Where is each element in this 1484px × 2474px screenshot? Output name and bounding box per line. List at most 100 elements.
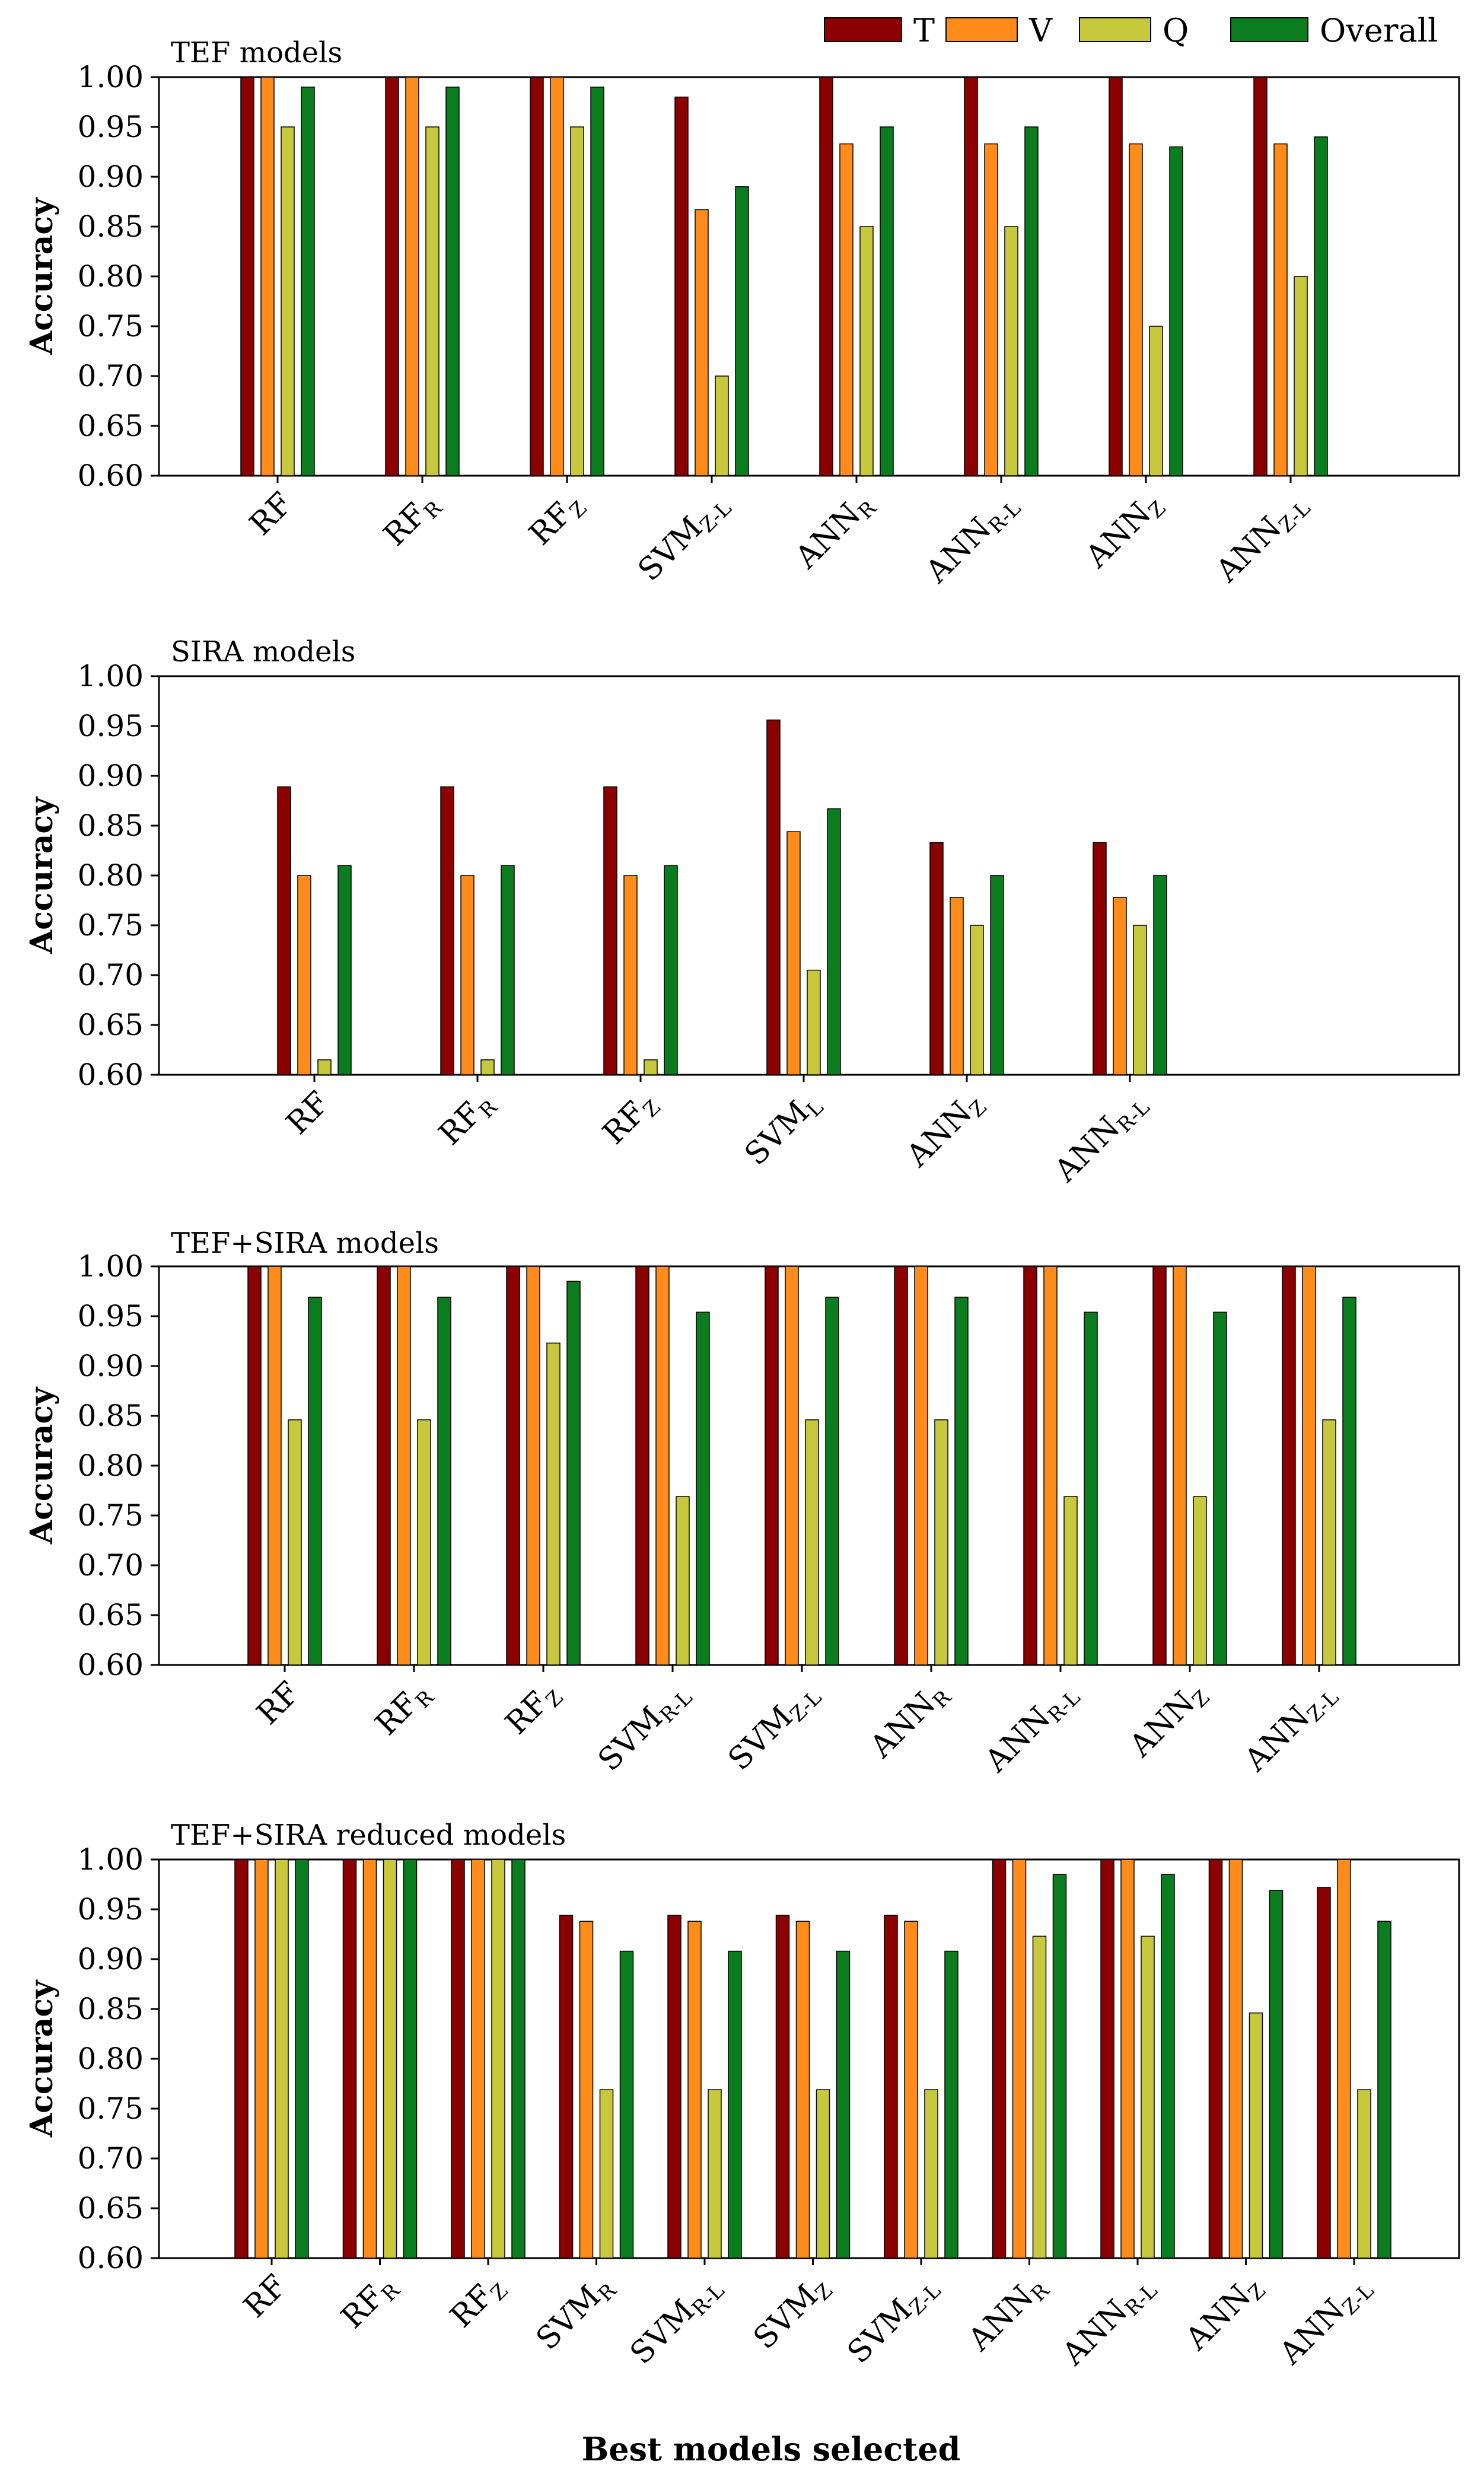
y-tick-label: 0.95 — [78, 1892, 144, 1927]
bar-t-svm-r — [559, 1915, 574, 2259]
bar-t-ann-z-l — [1253, 77, 1268, 476]
bar-group-rf-r — [377, 1266, 451, 1666]
x-tick-label: SVMZ-L — [632, 486, 737, 591]
bar-group-svm-r-l — [667, 1915, 742, 2259]
x-tick-label: ANNR-L — [1047, 1085, 1154, 1192]
bar-t-rf — [240, 77, 254, 476]
panel-title: TEF models — [171, 36, 342, 69]
bar-overall-ann-z-l — [1342, 1297, 1356, 1666]
panel-tef-models: TEF models 0.60 0.65 0.70 0.75 0.80 0.85 0.90 0.… — [24, 36, 1460, 591]
bar-q-rf — [317, 1059, 332, 1075]
x-tick-label: ANNR-L — [978, 1675, 1085, 1782]
bar-v-ann-r-l — [1043, 1266, 1058, 1666]
y-tick-label: 0.75 — [78, 309, 144, 343]
bar-overall-ann-z-l — [1377, 1921, 1391, 2259]
bar-q-ann-r — [934, 1419, 948, 1666]
bar-overall-rf-r — [445, 87, 460, 476]
bar-q-svm-l — [807, 969, 821, 1075]
panel-tef-sira-reduced-models: TEF+SIRA reduced models 0.60 0.65 0.70 0.75 0… — [24, 1819, 1460, 2374]
bar-overall-ann-r-l — [1024, 126, 1039, 476]
bar-v-svm-z-l — [904, 1921, 918, 2259]
bar-v-rf — [254, 1859, 269, 2259]
bar-q-svm-r-l — [676, 1496, 690, 1666]
bar-q-svm-r-l — [708, 2089, 722, 2259]
bar-v-ann-z — [1228, 1859, 1243, 2259]
y-tick-label: 0.60 — [78, 1648, 144, 1682]
y-axis-label: Accuracy — [24, 197, 60, 355]
panel-sira-models: SIRA models 0.60 0.65 0.70 0.75 0.80 0.85 0.90 0… — [24, 635, 1460, 1192]
bar-q-ann-r-l — [1141, 1935, 1155, 2259]
y-tick-label: 0.70 — [78, 958, 144, 992]
bar-t-ann-z — [1109, 77, 1123, 476]
bar-v-rf — [267, 1266, 282, 1666]
y-tick-label: 0.80 — [78, 2042, 144, 2076]
y-tick-label: 0.65 — [78, 1008, 144, 1042]
y-tick-label: 0.80 — [78, 1448, 144, 1483]
x-tick-label: RF — [250, 1675, 307, 1732]
x-tick-label: ANNZ — [1078, 486, 1170, 578]
bar-group-ann-r — [894, 1266, 969, 1666]
x-tick-label: RF — [243, 486, 300, 543]
x-tick-label: SVMZ-L — [841, 2268, 946, 2373]
bar-q-ann-r-l — [1133, 925, 1147, 1075]
bar-q-rf-z — [491, 1859, 505, 2259]
y-tick-label: 0.95 — [78, 110, 144, 144]
bar-group-svm-r-l — [635, 1266, 710, 1666]
bar-overall-rf — [301, 87, 315, 476]
bar-overall-ann-z — [1169, 146, 1183, 476]
bar-q-ann-r-l — [1063, 1496, 1078, 1666]
y-tick-label: 0.85 — [78, 209, 144, 244]
bar-v-rf-z — [471, 1859, 485, 2259]
bar-q-ann-z — [970, 925, 984, 1075]
bar-q-rf-r — [480, 1059, 495, 1075]
y-tick-label: 0.65 — [78, 409, 144, 443]
bar-t-rf-z — [451, 1859, 465, 2259]
legend-swatch-t — [824, 17, 902, 42]
x-tick-label: RFR — [432, 1084, 502, 1155]
bar-group-rf — [240, 77, 315, 476]
legend-swatch-v — [945, 17, 1018, 42]
panel-title: TEF+SIRA reduced models — [171, 1819, 566, 1852]
bar-overall-ann-r-l — [1084, 1311, 1098, 1666]
legend-item-t: T — [824, 12, 935, 49]
y-tick-label: 1.00 — [78, 60, 144, 94]
x-tick-label: SVMR — [530, 2268, 622, 2360]
bar-q-ann-z — [1193, 1496, 1207, 1666]
x-tick-label: RFZ — [444, 2268, 513, 2338]
y-tick-label: 0.70 — [78, 359, 144, 393]
bar-overall-ann-z — [990, 875, 1004, 1075]
bar-q-svm-z-l — [924, 2089, 938, 2259]
y-tick-label: 0.75 — [78, 2091, 144, 2126]
x-tick-label: ANNZ-L — [1237, 1675, 1343, 1781]
legend-swatch-overall — [1230, 17, 1308, 42]
bar-overall-rf-r — [403, 1859, 418, 2259]
bar-group-rf-r — [440, 786, 515, 1075]
y-tick-label: 0.90 — [78, 759, 144, 793]
y-tick-label: 0.70 — [78, 1548, 144, 1583]
y-tick-label: 0.90 — [78, 1349, 144, 1383]
bar-q-rf-r — [425, 126, 440, 476]
y-axis-label: Accuracy — [24, 1386, 60, 1545]
x-tick-label: SVMR-L — [591, 1675, 697, 1781]
panel-tef-sira-models: TEF+SIRA models 0.60 0.65 0.70 0.75 0.80 0.85 0… — [24, 1227, 1460, 1782]
bar-t-rf-r — [440, 786, 454, 1075]
y-tick-label: 0.90 — [78, 1942, 144, 1976]
bar-t-ann-z-l — [1317, 1887, 1331, 2259]
bar-q-ann-r — [1032, 1935, 1047, 2259]
bar-q-rf-z — [570, 126, 584, 476]
x-tick-label: ANNZ — [1122, 1675, 1214, 1767]
bar-q-ann-z-l — [1322, 1419, 1336, 1666]
y-tick-label: 0.85 — [78, 1992, 144, 2026]
x-tick-label: ANNZ-L — [1272, 2268, 1378, 2374]
bar-group-ann-z-l — [1282, 1266, 1356, 1666]
bar-overall-rf-r — [437, 1297, 451, 1666]
bar-t-rf — [277, 786, 291, 1075]
bar-q-rf — [288, 1419, 302, 1666]
bar-overall-svm-r-l — [728, 1950, 742, 2259]
bar-q-ann-z — [1249, 2012, 1263, 2259]
bar-t-ann-r-l — [1100, 1859, 1114, 2259]
y-tick-label: 0.95 — [78, 1299, 144, 1333]
legend-label-overall: Overall — [1320, 12, 1438, 49]
bar-v-ann-r — [839, 143, 854, 476]
bar-overall-ann-z — [1269, 1890, 1284, 2259]
